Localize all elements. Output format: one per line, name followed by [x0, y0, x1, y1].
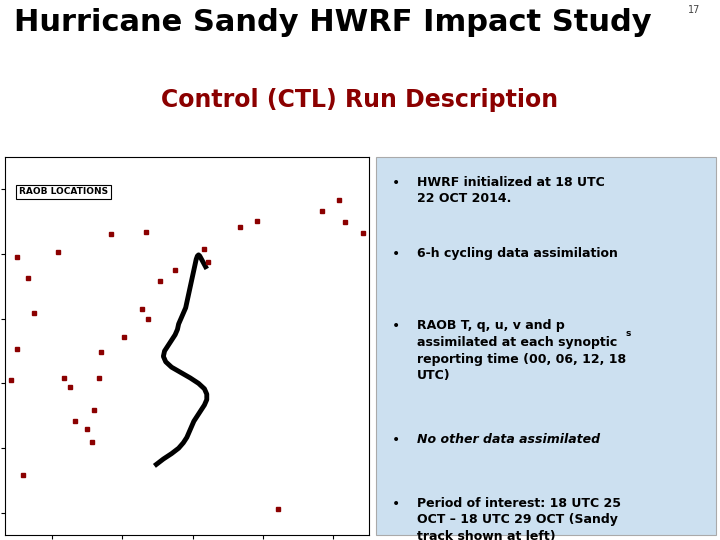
- FancyBboxPatch shape: [376, 157, 716, 535]
- Text: Control (CTL) Run Description: Control (CTL) Run Description: [161, 87, 559, 112]
- Text: s: s: [626, 328, 631, 338]
- Text: 6-h cycling data assimilation: 6-h cycling data assimilation: [417, 247, 618, 260]
- Text: RAOB T, q, u, v and p: RAOB T, q, u, v and p: [417, 319, 564, 332]
- Text: Hurricane Sandy HWRF Impact Study: Hurricane Sandy HWRF Impact Study: [14, 8, 652, 37]
- Text: •: •: [392, 497, 400, 511]
- Text: No other data assimilated: No other data assimilated: [417, 433, 600, 446]
- Text: HWRF initialized at 18 UTC
22 OCT 2014.: HWRF initialized at 18 UTC 22 OCT 2014.: [417, 176, 604, 205]
- Text: RAOB LOCATIONS: RAOB LOCATIONS: [19, 187, 108, 197]
- Text: •: •: [392, 433, 400, 447]
- Text: Period of interest: 18 UTC 25
OCT – 18 UTC 29 OCT (Sandy
track shown at left): Period of interest: 18 UTC 25 OCT – 18 U…: [417, 497, 621, 540]
- Text: •: •: [392, 319, 400, 333]
- Text: •: •: [392, 247, 400, 261]
- Text: 17: 17: [688, 4, 700, 15]
- Text: assimilated at each synoptic
reporting time (00, 06, 12, 18
UTC): assimilated at each synoptic reporting t…: [417, 336, 626, 382]
- Text: •: •: [392, 176, 400, 190]
